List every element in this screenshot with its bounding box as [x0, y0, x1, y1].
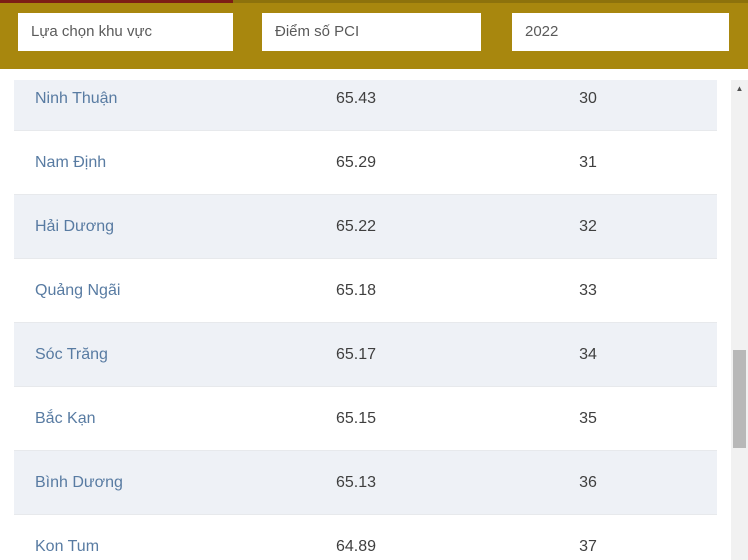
pci-score-value: 65.13 — [335, 473, 377, 491]
pci-score-value: 65.22 — [335, 217, 377, 235]
table-viewport: Ninh Thuận 65.43 30 Nam Định 65.29 31 Hải Dươn… — [0, 80, 731, 560]
table-row: Ninh Thuận 65.43 30 — [14, 80, 717, 131]
scrollbar-thumb[interactable] — [733, 350, 746, 448]
province-link[interactable]: Kon Tum — [35, 537, 100, 555]
province-link[interactable]: Bình Dương — [35, 473, 123, 491]
vertical-scrollbar[interactable]: ▲ — [731, 80, 748, 560]
table-row: Bắc Kạn 65.15 35 — [14, 387, 717, 451]
pci-score-value: 65.18 — [335, 281, 377, 299]
rank-value: 33 — [579, 281, 597, 299]
table-row: Quảng Ngãi 65.18 33 — [14, 259, 717, 323]
province-link[interactable]: Quảng Ngãi — [35, 281, 121, 299]
table-row: Kon Tum 64.89 37 — [14, 515, 717, 560]
rank-value: 35 — [579, 409, 597, 427]
province-link[interactable]: Sóc Trăng — [35, 345, 108, 363]
pci-table: Ninh Thuận 65.43 30 Nam Định 65.29 31 Hải Dươn… — [14, 80, 717, 560]
table-row: Nam Định 65.29 31 — [14, 131, 717, 195]
top-progress-bar — [0, 0, 233, 3]
rank-value: 30 — [579, 89, 597, 107]
pci-score-value: 65.29 — [335, 153, 377, 171]
year-select[interactable]: 2022 — [512, 13, 729, 51]
province-link[interactable]: Nam Định — [35, 153, 107, 171]
pci-score-value: 65.43 — [335, 89, 377, 107]
top-progress-track — [0, 0, 748, 3]
up-arrow-icon: ▲ — [735, 84, 744, 93]
province-link[interactable]: Bắc Kạn — [35, 409, 96, 427]
table-row: Bình Dương 65.13 36 — [14, 451, 717, 515]
metric-select[interactable]: Điểm số PCI — [262, 13, 481, 51]
table-row: Hải Dương 65.22 32 — [14, 195, 717, 259]
rank-value: 32 — [579, 217, 597, 235]
province-link[interactable]: Ninh Thuận — [35, 89, 118, 107]
region-select[interactable]: Lựa chọn khu vực — [18, 13, 233, 51]
filter-bar: Lựa chọn khu vực Điểm số PCI 2022 — [0, 3, 748, 69]
pci-score-value: 65.17 — [335, 345, 377, 363]
rank-value: 31 — [579, 153, 597, 171]
province-link[interactable]: Hải Dương — [35, 217, 115, 235]
table-row: Sóc Trăng 65.17 34 — [14, 323, 717, 387]
pci-score-value: 64.89 — [335, 537, 377, 555]
scroll-up-button[interactable]: ▲ — [731, 80, 748, 97]
rank-value: 37 — [579, 537, 597, 555]
pci-score-value: 65.15 — [335, 409, 377, 427]
rank-value: 34 — [579, 345, 597, 363]
rank-value: 36 — [579, 473, 597, 491]
